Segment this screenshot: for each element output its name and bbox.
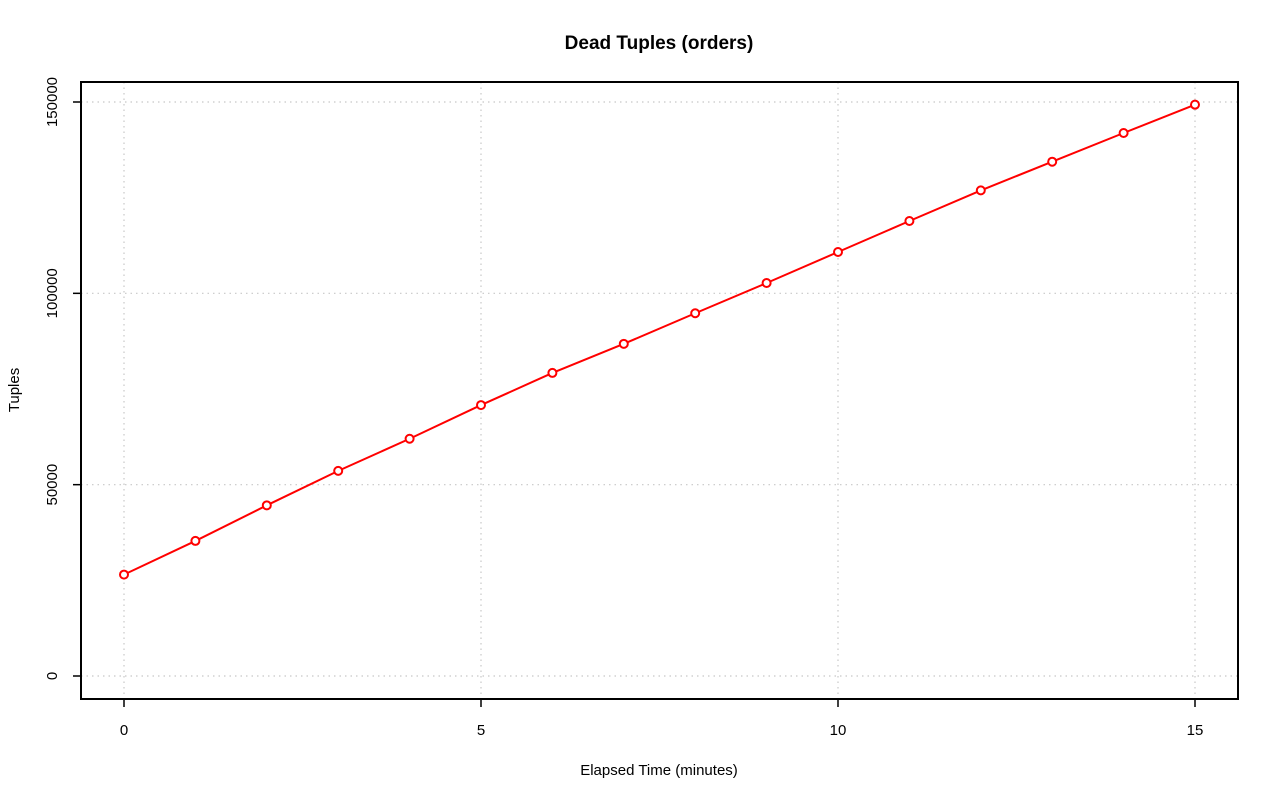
data-point (404, 433, 415, 444)
data-point (190, 535, 201, 546)
grid (81, 82, 1238, 699)
data-point (690, 308, 701, 319)
data-point (904, 216, 915, 227)
series (119, 99, 1200, 580)
x-tick-label: 5 (477, 722, 485, 739)
y-tick-label: 150000 (44, 77, 61, 127)
data-point (975, 185, 986, 196)
axes: 0 5 10 15 0 50000 100000 150000 (44, 77, 1203, 739)
data-point (833, 247, 843, 258)
data-point (1190, 99, 1200, 110)
y-axis-label: Tuples (6, 368, 23, 412)
x-tick-label: 10 (830, 722, 847, 739)
data-point (476, 400, 486, 411)
data-point (261, 500, 272, 511)
y-tick-label: 100000 (44, 268, 61, 318)
x-axis-label: Elapsed Time (minutes) (580, 762, 738, 779)
y-tick-label: 50000 (44, 464, 61, 506)
data-point (1047, 156, 1058, 167)
data-point (333, 465, 344, 476)
series-line (123, 103, 1196, 576)
data-point (618, 338, 629, 349)
data-point (761, 278, 772, 289)
chart-title: Dead Tuples (orders) (565, 33, 754, 54)
x-tick-label: 0 (120, 722, 128, 739)
data-point (1118, 127, 1129, 138)
plot-frame (80, 81, 1239, 700)
data-point (547, 367, 558, 378)
y-tick-label: 0 (44, 672, 61, 680)
data-point (119, 569, 129, 580)
x-tick-label: 15 (1187, 722, 1204, 739)
